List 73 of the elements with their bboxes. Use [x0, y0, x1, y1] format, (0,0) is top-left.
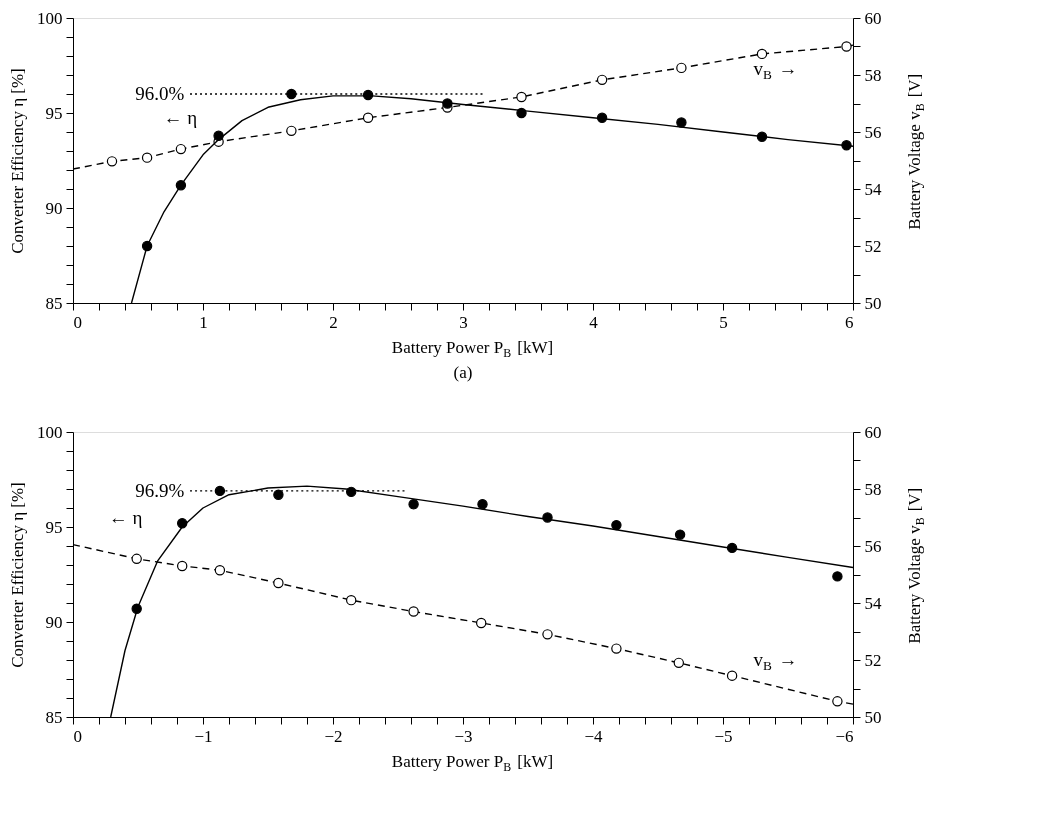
- point: [676, 117, 687, 128]
- point: [841, 41, 852, 52]
- y-tick-label: 90: [45, 612, 63, 632]
- x-tick-label: −2: [324, 726, 343, 746]
- point: [726, 670, 738, 681]
- y-tick-label: 95: [45, 517, 63, 537]
- x-tick-label: 0: [73, 312, 82, 332]
- y-axis-title: Converter Efficiency η [%]: [8, 482, 27, 668]
- y2-tick-label: 56: [864, 536, 882, 556]
- point: [673, 657, 685, 669]
- y-tick-label: 100: [37, 422, 63, 442]
- x-tick-label: 1: [199, 312, 208, 332]
- point: [141, 152, 153, 163]
- point: [106, 156, 118, 167]
- annotation: ← η: [163, 106, 198, 128]
- x-tick-label: −5: [714, 726, 733, 746]
- x-tick-label: 0: [73, 726, 82, 746]
- point: [175, 143, 187, 155]
- x-tick-label: 3: [459, 312, 468, 332]
- point: [286, 125, 297, 137]
- point: [131, 553, 142, 565]
- y-tick-label: 85: [45, 293, 63, 313]
- point: [832, 571, 843, 582]
- point: [273, 489, 284, 500]
- annotation: ← η: [108, 506, 143, 528]
- point: [756, 48, 768, 60]
- y2-tick-label: 58: [864, 479, 882, 499]
- x-tick-label: 2: [329, 312, 338, 332]
- y-tick-label: 90: [45, 198, 63, 218]
- point: [516, 91, 527, 103]
- x-tick-label: 5: [719, 312, 728, 332]
- y-tick-label: 95: [45, 103, 63, 123]
- y2-tick-label: 60: [864, 422, 882, 442]
- text: (a): [453, 363, 473, 382]
- point: [408, 606, 419, 617]
- x-tick-label: −1: [194, 726, 213, 746]
- point: [273, 577, 284, 589]
- point: [475, 617, 487, 629]
- point: [676, 62, 687, 74]
- y2-tick-label: 54: [864, 179, 882, 199]
- y2-tick-label: 50: [864, 707, 882, 727]
- y2-tick-label: 54: [864, 593, 882, 613]
- point: [362, 112, 374, 123]
- y-tick-label: 100: [37, 8, 63, 28]
- x-tick-label: −6: [835, 726, 854, 746]
- y2-axis-title: Battery Voltage vB [V]: [905, 73, 928, 230]
- point: [611, 519, 622, 531]
- y2-axis-title: Battery Voltage vB [V]: [905, 487, 928, 644]
- annotation: 96.0%: [135, 83, 185, 104]
- point: [477, 499, 488, 510]
- point: [214, 485, 226, 497]
- y-axis-title: Converter Efficiency η [%]: [8, 68, 27, 254]
- point: [596, 74, 608, 86]
- y2-tick-label: 58: [864, 65, 882, 85]
- point: [832, 696, 843, 707]
- point: [345, 594, 357, 606]
- y2-tick-label: 52: [864, 650, 882, 670]
- x-tick-label: 6: [845, 312, 854, 332]
- x-tick-label: −3: [454, 726, 473, 746]
- point: [176, 560, 188, 572]
- point: [674, 529, 686, 540]
- point: [611, 643, 622, 654]
- y2-tick-label: 52: [864, 236, 882, 256]
- point: [214, 565, 226, 576]
- point: [408, 499, 419, 510]
- y-tick-label: 85: [45, 707, 63, 727]
- y2-tick-label: 56: [864, 122, 882, 142]
- x-tick-label: 4: [589, 312, 599, 332]
- y2-tick-label: 60: [864, 8, 882, 28]
- y2-tick-label: 50: [864, 293, 882, 313]
- x-tick-label: −4: [584, 726, 604, 746]
- annotation: 96.9%: [135, 479, 185, 501]
- point: [542, 629, 553, 640]
